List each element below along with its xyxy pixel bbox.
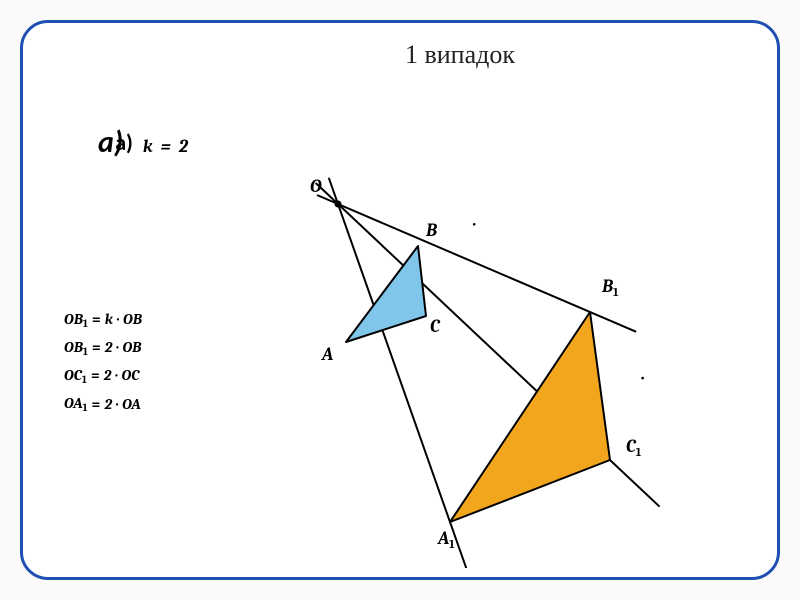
slide-frame: 1 випадок a) а) k = 2 OB1=k·OBOB1=2·OBOC…: [20, 20, 780, 580]
equation-line: OA1=2·OA: [64, 392, 142, 416]
point-label-b: B: [426, 220, 437, 241]
equation-line: OB1=2·OB: [64, 336, 142, 360]
equation-line: OC1=2·OC: [64, 364, 142, 388]
content-area: 1 випадок a) а) k = 2 OB1=k·OBOB1=2·OBOC…: [20, 20, 780, 580]
diagram-svg: [270, 168, 760, 568]
homothety-diagram: O B C A B1 C1 A1: [270, 168, 760, 568]
case-letter: а): [115, 129, 133, 156]
equation-line: OB1=k·OB: [64, 308, 142, 332]
point-label-o: O: [310, 176, 322, 197]
point-label-a: A: [322, 344, 333, 365]
slide-title: 1 випадок: [164, 40, 756, 70]
case-heading: a) а) k = 2: [98, 124, 190, 161]
point-label-c: C: [430, 316, 440, 337]
case-equation: k = 2: [143, 136, 190, 157]
point-label-a1: A1: [438, 528, 455, 551]
point-label-c1: C1: [626, 436, 641, 459]
point-label-b1: B1: [602, 276, 618, 299]
equation-list: OB1=k·OB OB1=2·OB OC1=2·OC OA1=2·OA: [64, 308, 142, 420]
